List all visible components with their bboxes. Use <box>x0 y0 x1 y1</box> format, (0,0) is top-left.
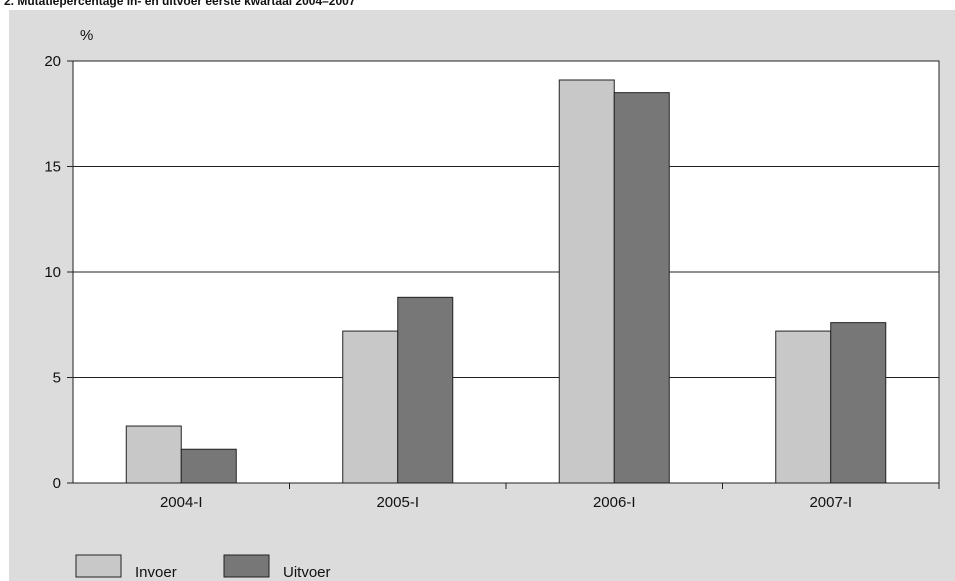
bar-invoer-2004-I <box>125 425 182 484</box>
y-tick-label: 10 <box>44 264 61 281</box>
bar-invoer-2005-I <box>342 330 399 484</box>
y-axis-label: % <box>80 27 93 44</box>
bar-invoer-2007-I <box>775 330 832 484</box>
y-tick-label: 0 <box>53 475 61 492</box>
x-tick-label: 2005-I <box>376 494 419 511</box>
bar-uitvoer-2004-I <box>180 448 237 484</box>
bar-uitvoer-2005-I <box>397 296 454 484</box>
y-tick-label: 20 <box>44 53 61 70</box>
y-tick-label: 15 <box>44 159 61 176</box>
legend-label-invoer: Invoer <box>135 564 177 581</box>
legend-swatch-invoer <box>75 554 122 578</box>
bar-uitvoer-2006-I <box>613 92 670 484</box>
legend-label-uitvoer: Uitvoer <box>283 564 331 581</box>
x-tick-label: 2007-I <box>809 494 852 511</box>
bar-invoer-2006-I <box>558 79 615 484</box>
chart-title: 2. Mutatiepercentage in- en uitvoer eers… <box>4 0 356 8</box>
bar-uitvoer-2007-I <box>830 322 887 484</box>
legend-swatch-uitvoer <box>223 554 270 578</box>
x-tick-label: 2006-I <box>593 494 636 511</box>
y-tick-label: 5 <box>53 370 61 387</box>
x-tick-label: 2004-I <box>160 494 203 511</box>
